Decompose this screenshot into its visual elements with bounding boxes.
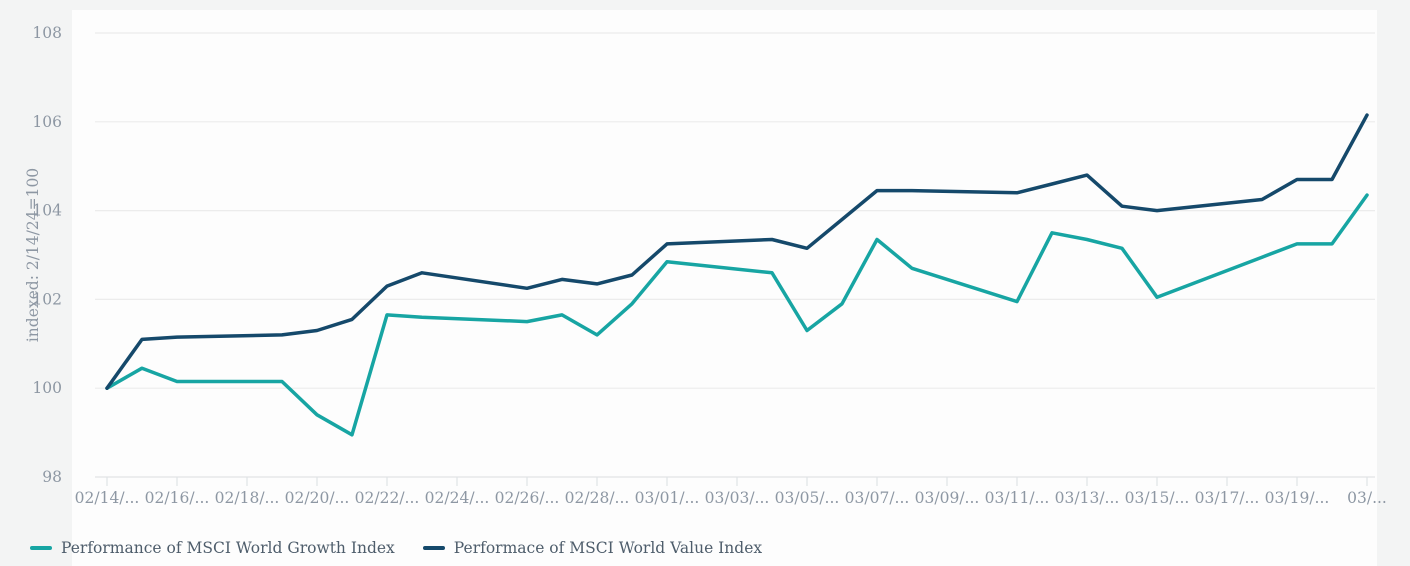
x-tick-label: 02/24/... [425,489,490,507]
x-tick-label: 03/09/... [915,489,980,507]
y-axis-title: indexed: 2/14/24=100 [24,168,42,342]
value-line-swatch-icon [422,545,445,551]
y-tick-label: 108 [32,24,62,42]
x-tick-label: 02/20/... [285,489,350,507]
growth-line [105,193,1369,437]
legend-label-value: Performace of MSCI World Value Index [453,539,763,557]
growth-line-swatch-icon [30,545,52,551]
legend-item-value[interactable]: Performace of MSCI World Value Index [422,539,763,557]
value-line [105,113,1369,390]
x-tick-label: 02/14/... [75,489,140,507]
x-tick-label: 03/03/... [705,489,770,507]
x-tick-label: 03/19/... [1265,489,1330,507]
plot-panel [72,10,1377,566]
x-tick-label: 03/15/... [1125,489,1190,507]
y-tick-label: 102 [32,290,62,308]
legend-label-growth: Performance of MSCI World Growth Index [61,539,395,557]
x-tick-label: 03/07/... [845,489,910,507]
legend: Performance of MSCI World Growth Index P… [30,537,762,559]
y-tick-label: 100 [32,379,62,397]
x-tick-label: 02/26/... [495,489,560,507]
x-tick-label: 03/13/... [1055,489,1120,507]
x-tick-label: 03/01/... [635,489,700,507]
x-tick-label: 03/17/... [1195,489,1260,507]
x-tick-label: 03/05/... [775,489,840,507]
y-tick-label: 98 [42,468,62,486]
x-tick-label: 02/22/... [355,489,420,507]
y-tick-label: 106 [32,113,62,131]
x-tick-label: 03/... [1347,489,1387,507]
legend-item-growth[interactable]: Performance of MSCI World Growth Index [30,539,395,557]
x-tick-label: 02/18/... [215,489,280,507]
x-tick-label: 02/16/... [145,489,210,507]
x-tick-label: 02/28/... [565,489,630,507]
y-tick-label: 104 [32,202,62,220]
x-tick-label: 03/11/... [985,489,1050,507]
